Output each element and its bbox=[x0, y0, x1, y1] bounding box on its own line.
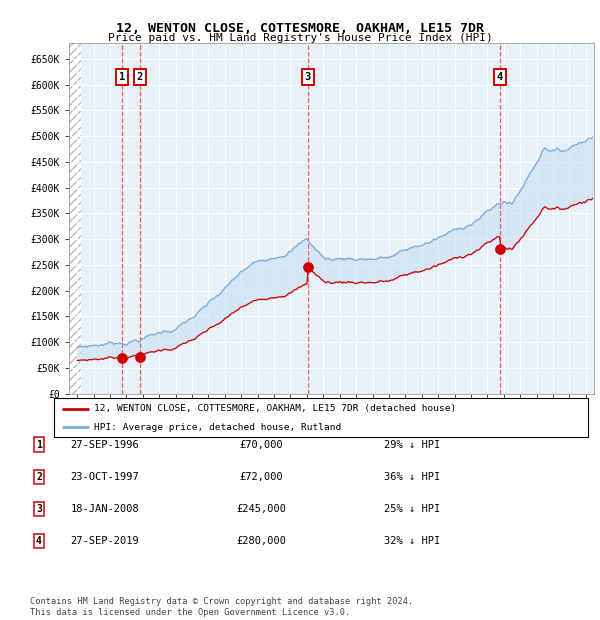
Text: 29% ↓ HPI: 29% ↓ HPI bbox=[384, 440, 440, 450]
Text: 25% ↓ HPI: 25% ↓ HPI bbox=[384, 504, 440, 514]
Text: 18-JAN-2008: 18-JAN-2008 bbox=[71, 504, 139, 514]
Text: 3: 3 bbox=[36, 504, 42, 514]
Text: 2: 2 bbox=[36, 472, 42, 482]
Text: £70,000: £70,000 bbox=[239, 440, 283, 450]
Text: 12, WENTON CLOSE, COTTESMORE, OAKHAM, LE15 7DR (detached house): 12, WENTON CLOSE, COTTESMORE, OAKHAM, LE… bbox=[94, 404, 457, 413]
Text: 27-SEP-2019: 27-SEP-2019 bbox=[71, 536, 139, 546]
Point bbox=[135, 352, 145, 361]
Text: £72,000: £72,000 bbox=[239, 472, 283, 482]
Text: Price paid vs. HM Land Registry's House Price Index (HPI): Price paid vs. HM Land Registry's House … bbox=[107, 33, 493, 43]
Text: 1: 1 bbox=[119, 72, 125, 82]
Point bbox=[495, 244, 505, 254]
Text: 1: 1 bbox=[36, 440, 42, 450]
Text: 4: 4 bbox=[36, 536, 42, 546]
Text: £280,000: £280,000 bbox=[236, 536, 286, 546]
Text: 36% ↓ HPI: 36% ↓ HPI bbox=[384, 472, 440, 482]
Text: This data is licensed under the Open Government Licence v3.0.: This data is licensed under the Open Gov… bbox=[30, 608, 350, 617]
Text: £245,000: £245,000 bbox=[236, 504, 286, 514]
Point bbox=[303, 262, 313, 272]
Point bbox=[118, 353, 127, 363]
Text: HPI: Average price, detached house, Rutland: HPI: Average price, detached house, Rutl… bbox=[94, 423, 341, 432]
Text: 32% ↓ HPI: 32% ↓ HPI bbox=[384, 536, 440, 546]
Text: Contains HM Land Registry data © Crown copyright and database right 2024.: Contains HM Land Registry data © Crown c… bbox=[30, 597, 413, 606]
Text: 4: 4 bbox=[497, 72, 503, 82]
Text: 3: 3 bbox=[305, 72, 311, 82]
Text: 2: 2 bbox=[136, 72, 143, 82]
Text: 27-SEP-1996: 27-SEP-1996 bbox=[71, 440, 139, 450]
Text: 12, WENTON CLOSE, COTTESMORE, OAKHAM, LE15 7DR: 12, WENTON CLOSE, COTTESMORE, OAKHAM, LE… bbox=[116, 22, 484, 35]
Text: 23-OCT-1997: 23-OCT-1997 bbox=[71, 472, 139, 482]
